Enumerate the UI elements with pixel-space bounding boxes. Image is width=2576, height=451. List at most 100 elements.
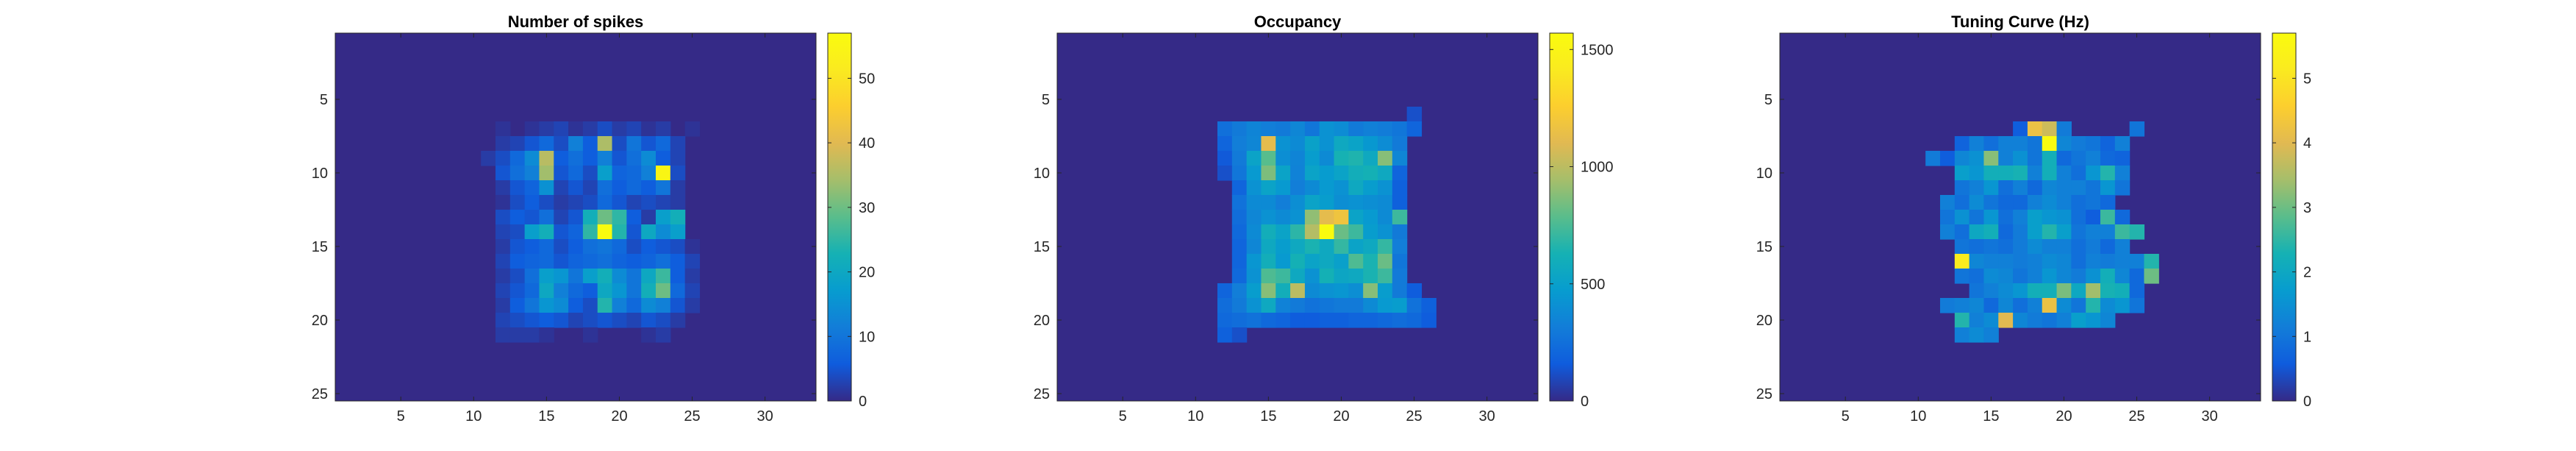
heatmap-cell xyxy=(554,298,569,313)
heatmap-cell xyxy=(2027,298,2043,313)
heatmap-cell xyxy=(1261,210,1276,225)
heatmap-cell xyxy=(2056,224,2072,240)
heatmap-cell xyxy=(1378,136,1393,152)
heatmap-cell xyxy=(2071,283,2086,299)
heatmap-cell xyxy=(1319,136,1335,152)
heatmap-cell xyxy=(2086,224,2101,240)
heatmap-cell xyxy=(1348,180,1364,196)
heatmap-cell xyxy=(1246,298,1262,313)
heatmap-cell xyxy=(656,298,671,313)
heatmap-cell xyxy=(1246,151,1262,166)
heatmap-cell xyxy=(1998,180,2014,196)
heatmap-cell xyxy=(1969,195,1985,210)
y-tick-label: 10 xyxy=(1756,166,1772,182)
heatmap-cell xyxy=(568,239,584,255)
heatmap-cell xyxy=(1348,166,1364,181)
heatmap-cell xyxy=(568,283,584,299)
heatmap-cell xyxy=(524,239,540,255)
heatmap-cell xyxy=(1954,269,1970,284)
heatmap-cell xyxy=(1261,298,1276,313)
heatmap-cell xyxy=(1261,151,1276,166)
heatmap-cell xyxy=(1363,283,1378,299)
heatmap-cell xyxy=(495,180,511,196)
heatmap-cell xyxy=(656,210,671,225)
heatmap-cell xyxy=(1334,180,1349,196)
heatmap-cell xyxy=(1954,136,1970,152)
heatmap-cell xyxy=(481,151,496,166)
heatmap-cell xyxy=(1363,151,1378,166)
heatmap-cell xyxy=(582,210,598,225)
y-tick-label: 15 xyxy=(1034,239,1050,255)
heatmap-cell xyxy=(1334,313,1349,328)
heatmap-cell xyxy=(582,239,598,255)
heatmap-cell xyxy=(1378,269,1393,284)
heatmap-cell xyxy=(2071,151,2086,166)
heatmap-cell xyxy=(2042,254,2058,269)
heatmap-cell xyxy=(2042,136,2058,152)
heatmap-cell xyxy=(495,166,511,181)
heatmap-cell xyxy=(1231,121,1248,137)
heatmap-cell xyxy=(1261,166,1276,181)
heatmap-cell xyxy=(612,224,627,240)
heatmap-cell xyxy=(597,195,613,210)
tuning-curve-hz-colorbar xyxy=(2272,32,2297,402)
x-tick-label: 25 xyxy=(2128,408,2144,425)
heatmap-cell xyxy=(2100,180,2116,196)
heatmap-cell xyxy=(2100,298,2116,313)
heatmap-cell xyxy=(1290,313,1306,328)
heatmap-cell xyxy=(2086,269,2101,284)
heatmap-cell xyxy=(597,151,613,166)
heatmap-cell xyxy=(684,298,701,313)
heatmap-cell xyxy=(554,283,569,299)
heatmap-cell xyxy=(1290,180,1306,196)
heatmap-cell xyxy=(1983,136,1999,152)
heatmap-cell xyxy=(1231,166,1248,181)
heatmap-cell xyxy=(626,210,642,225)
heatmap-cell xyxy=(2086,166,2101,181)
heatmap-cell xyxy=(1392,254,1408,269)
heatmap-cell xyxy=(2013,269,2028,284)
colorbar-tick-label: 4 xyxy=(2303,135,2311,152)
heatmap-cell xyxy=(1406,283,1423,299)
heatmap-cell xyxy=(641,151,656,166)
heatmap-cell xyxy=(1246,195,1262,210)
heatmap-cell xyxy=(1276,283,1291,299)
heatmap-cell xyxy=(2071,210,2086,225)
heatmap-cell xyxy=(2071,269,2086,284)
heatmap-cell xyxy=(641,269,656,284)
heatmap-cell xyxy=(1998,210,2014,225)
heatmap-cell xyxy=(1290,254,1306,269)
heatmap-cell xyxy=(1217,166,1233,181)
heatmap-cell xyxy=(1378,239,1393,255)
x-tick-label: 5 xyxy=(1842,408,1850,425)
heatmap-cell xyxy=(554,254,569,269)
x-tick-label: 20 xyxy=(1333,408,1349,425)
heatmap-cell xyxy=(1319,298,1335,313)
heatmap-cell xyxy=(2013,239,2028,255)
heatmap-cell xyxy=(2056,313,2072,328)
heatmap-cell xyxy=(1998,254,2014,269)
x-tick-label: 20 xyxy=(2056,408,2072,425)
heatmap-cell xyxy=(641,224,656,240)
heatmap-cell xyxy=(1940,224,1956,240)
heatmap-cell xyxy=(554,313,569,328)
heatmap-cell xyxy=(1261,239,1276,255)
heatmap-cell xyxy=(524,298,540,313)
heatmap-cell xyxy=(2071,254,2086,269)
heatmap-cell xyxy=(1217,298,1233,313)
heatmap-cell xyxy=(1334,166,1349,181)
heatmap-cell xyxy=(1334,269,1349,284)
heatmap-cell xyxy=(2013,283,2028,299)
heatmap-cell xyxy=(597,298,613,313)
heatmap-cell xyxy=(1304,313,1320,328)
heatmap-cell xyxy=(1421,298,1437,313)
heatmap-cell xyxy=(1304,121,1320,137)
heatmap-cell xyxy=(1998,151,2014,166)
heatmap-cell xyxy=(554,121,569,137)
heatmap-cell xyxy=(509,166,526,181)
heatmap-cell xyxy=(1378,180,1393,196)
heatmap-cell xyxy=(612,313,627,328)
heatmap-cell xyxy=(1276,254,1291,269)
heatmap-cell xyxy=(1246,136,1262,152)
